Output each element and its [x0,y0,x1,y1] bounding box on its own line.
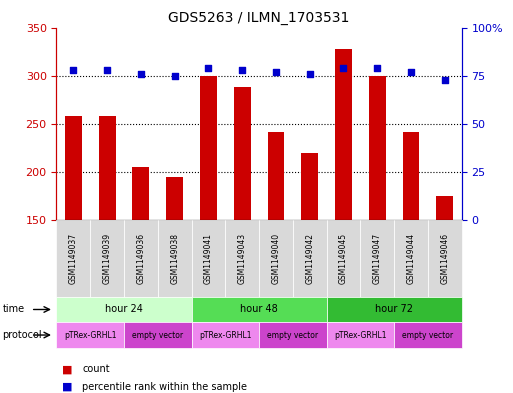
Bar [360,220,394,297]
Bar [200,75,217,220]
Point [441,76,449,83]
Text: ■: ■ [62,382,72,392]
Bar [56,322,124,348]
Text: GSM1149047: GSM1149047 [373,233,382,284]
Point [373,65,381,71]
Bar [327,220,360,297]
Bar [301,153,318,220]
Bar [191,220,225,297]
Text: empty vector: empty vector [132,331,183,340]
Bar [234,87,251,220]
Bar [335,49,352,220]
Point [170,72,179,79]
Bar [225,220,259,297]
Bar [158,220,191,297]
Text: GSM1149041: GSM1149041 [204,233,213,284]
Bar [166,177,183,220]
Bar [327,297,462,322]
Bar [98,116,115,220]
Bar [369,75,386,220]
Text: percentile rank within the sample: percentile rank within the sample [82,382,247,392]
Text: GSM1149042: GSM1149042 [305,233,314,284]
Point [204,65,212,71]
Bar [293,220,327,297]
Bar [124,322,191,348]
Point [272,69,280,75]
Point [69,67,77,73]
Bar [327,322,394,348]
Text: GSM1149040: GSM1149040 [271,233,281,284]
Text: pTRex-GRHL1: pTRex-GRHL1 [199,331,251,340]
Point [137,71,145,77]
Text: hour 48: hour 48 [240,305,278,314]
Bar [132,167,149,220]
Text: empty vector: empty vector [267,331,319,340]
Bar [191,297,327,322]
Bar [267,132,284,220]
Text: time: time [3,305,25,314]
Bar [259,322,327,348]
Text: empty vector: empty vector [402,331,453,340]
Bar [403,132,420,220]
Text: ■: ■ [62,364,72,375]
Text: count: count [82,364,110,375]
Text: GSM1149044: GSM1149044 [406,233,416,284]
Bar [124,220,158,297]
Title: GDS5263 / ILMN_1703531: GDS5263 / ILMN_1703531 [168,11,350,25]
Bar [56,297,191,322]
Text: GSM1149038: GSM1149038 [170,233,179,284]
Text: GSM1149046: GSM1149046 [440,233,449,284]
Text: GSM1149039: GSM1149039 [103,233,112,284]
Bar [394,322,462,348]
Text: protocol: protocol [3,330,42,340]
Text: hour 72: hour 72 [375,305,413,314]
Bar [56,220,90,297]
Bar [191,322,259,348]
Text: pTRex-GRHL1: pTRex-GRHL1 [64,331,116,340]
Point [340,65,348,71]
Text: pTRex-GRHL1: pTRex-GRHL1 [334,331,387,340]
Point [407,69,415,75]
Bar [90,220,124,297]
Bar [65,116,82,220]
Bar [259,220,293,297]
Bar [437,196,453,220]
Point [238,67,246,73]
Text: GSM1149036: GSM1149036 [136,233,145,284]
Bar [394,220,428,297]
Text: GSM1149037: GSM1149037 [69,233,78,284]
Point [103,67,111,73]
Text: hour 24: hour 24 [105,305,143,314]
Point [306,71,314,77]
Text: GSM1149045: GSM1149045 [339,233,348,284]
Text: GSM1149043: GSM1149043 [238,233,247,284]
Bar [428,220,462,297]
